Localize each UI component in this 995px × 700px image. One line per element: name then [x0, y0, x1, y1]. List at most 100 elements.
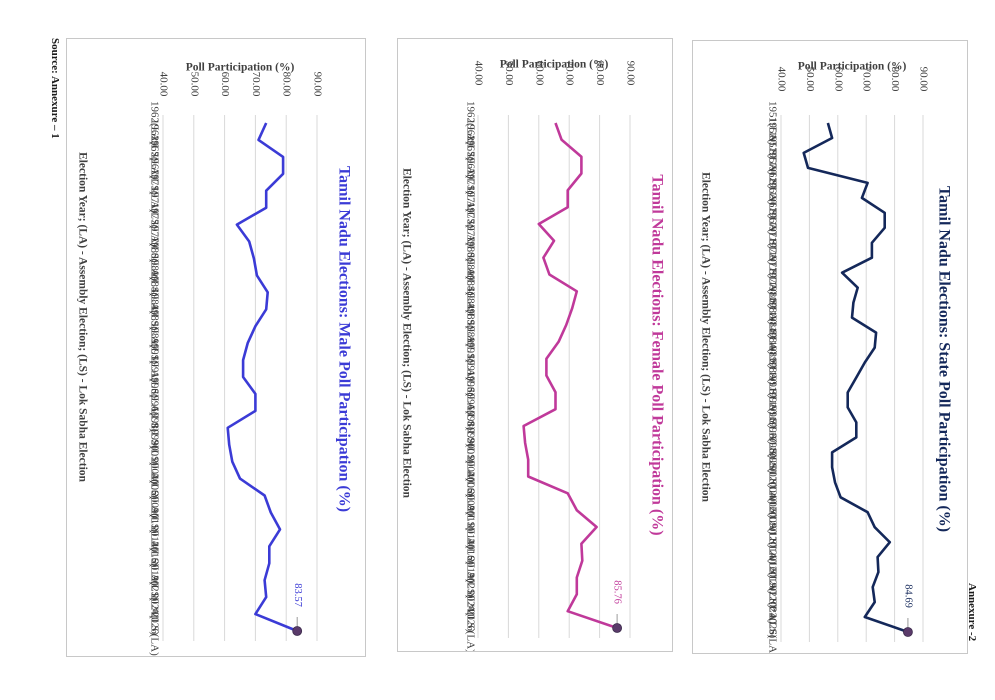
category-label: 1996(LA) [148, 372, 160, 416]
value-tick-label: 40.00 [472, 61, 484, 86]
category-label: 2024(LS) [464, 590, 476, 633]
state-poll-chart: 40.00 50.00 60.00 70.00 80.00 90.00 Poll Parti… [692, 40, 968, 654]
data-point [807, 167, 809, 169]
category-label: 1991(LA) [766, 370, 778, 414]
data-point [265, 190, 267, 192]
category-label: 1962(LS) [766, 177, 778, 220]
category-label: 2001(LA) [766, 460, 778, 504]
data-point [236, 223, 238, 225]
category-label: 1989(LS) [464, 321, 476, 364]
data-point [871, 242, 873, 244]
data-point [874, 526, 876, 528]
value-tick-label: 60.00 [533, 61, 545, 86]
data-point [576, 509, 578, 511]
data-label: 83.57 [292, 583, 303, 607]
data-point [839, 496, 841, 498]
category-label: 1962(LA) [148, 101, 160, 145]
data-point [856, 286, 858, 288]
category-label: 1957(LA) [766, 131, 778, 175]
category-label: 1996(LA) [464, 370, 476, 414]
data-point [831, 466, 833, 468]
category-label: 1984(LS) [148, 288, 160, 331]
category-label: 2014(LS) [766, 536, 778, 579]
data-point [247, 342, 249, 344]
data-point [265, 308, 267, 310]
data-point [256, 274, 258, 276]
category-label: 1971(LS) [148, 187, 160, 230]
data-point [268, 562, 270, 564]
data-point [566, 610, 568, 612]
category-axis-title: Election Year; (LA) - Assembly Election;… [400, 168, 412, 498]
category-label: 1967(LS) [766, 207, 778, 250]
data-point [248, 240, 250, 242]
category-label: 1971(LA) [464, 168, 476, 212]
value-tick-label: 60.00 [219, 72, 231, 97]
value-tick-label: 90.00 [624, 61, 636, 86]
value-tick-label: 50.00 [804, 67, 816, 92]
value-tick-label: 60.00 [832, 67, 844, 92]
category-label: 1999(LS) [464, 422, 476, 465]
category-label: 1971(LS) [464, 186, 476, 229]
data-point [866, 511, 868, 513]
data-point [855, 421, 857, 423]
category-label: 1996(LS) [766, 416, 778, 459]
category-label: 2009(LS) [766, 506, 778, 549]
category-label: 1989(LA) [464, 303, 476, 347]
category-label: 2019(LS) [766, 566, 778, 609]
data-point [841, 272, 843, 274]
data-point [263, 494, 265, 496]
data-point [576, 576, 578, 578]
category-label: 2006(LA) [148, 474, 160, 518]
category-label: 1996(LS) [464, 388, 476, 431]
data-point [851, 316, 853, 318]
highlight-point [292, 626, 303, 636]
category-label: 1980(LA) [766, 281, 778, 325]
data-point [524, 442, 526, 444]
series-line [522, 122, 618, 630]
data-point [557, 341, 559, 343]
data-point [231, 460, 233, 462]
data-point [580, 543, 582, 545]
data-point [254, 393, 256, 395]
data-point [581, 559, 583, 561]
data-point [580, 155, 582, 157]
data-point [874, 346, 876, 348]
category-label: *2026(LA) [766, 607, 778, 653]
category-label: 2009(LS) [464, 489, 476, 531]
data-point [877, 571, 879, 573]
data-point [254, 325, 256, 327]
value-tick-label: 80.00 [594, 61, 606, 86]
highlight-point [612, 623, 623, 633]
category-label: 1962(LS) [464, 119, 476, 162]
category-label: 2019(LS) [464, 556, 476, 599]
data-point [580, 172, 582, 174]
data-point [834, 481, 836, 483]
category-label: 2016(LA) [148, 541, 160, 585]
category-label: 2021(LA) [464, 572, 476, 616]
data-point [270, 511, 272, 513]
category-label: 1991(LS) [464, 354, 476, 397]
value-tick-label: 80.00 [281, 72, 293, 97]
value-tick-label: 50.00 [503, 61, 515, 86]
data-label: 84.69 [903, 584, 914, 608]
category-label: 1984(LS) [464, 287, 476, 330]
data-point [595, 526, 597, 528]
data-label: 85.76 [612, 580, 623, 604]
category-label: 1971(LS) [766, 237, 778, 280]
data-point [566, 189, 568, 191]
value-tick-label: 70.00 [564, 61, 576, 86]
value-tick-label: 90.00 [311, 72, 323, 97]
category-label: 2004(LS) [464, 455, 476, 498]
value-axis-title: Poll Participation (%) [798, 61, 907, 73]
category-label: 1967(LS) [464, 152, 476, 195]
value-axis-title: Poll Participation (%) [500, 59, 609, 71]
category-label: 2009(LS) [148, 491, 160, 534]
category-label: 2014(LS) [148, 525, 160, 568]
data-point [566, 206, 568, 208]
category-label: 1989(LA) [148, 304, 160, 348]
category-label: 1991(LS) [148, 356, 160, 399]
value-tick-label: 50.00 [188, 72, 200, 97]
category-label: 1967(LA) [464, 135, 476, 179]
category-label: 1980(LS) [464, 253, 476, 296]
data-point [566, 492, 568, 494]
